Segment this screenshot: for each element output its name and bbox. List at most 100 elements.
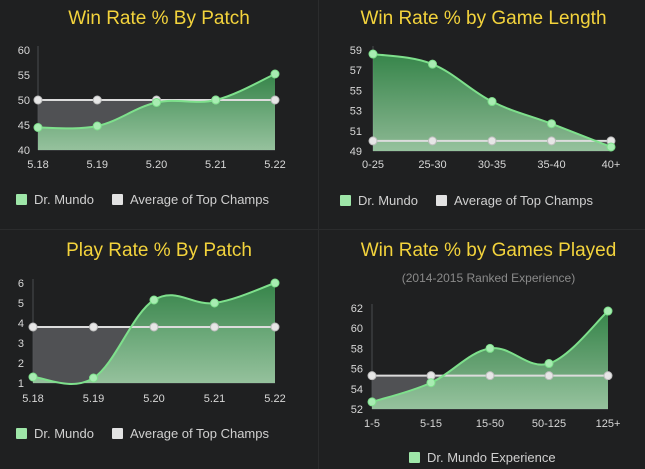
- x-tick-label: 5.22: [264, 159, 285, 171]
- legend-swatch-mundo-experience: [409, 452, 420, 463]
- data-point-mundo: [606, 142, 616, 152]
- y-tick-label: 59: [350, 45, 362, 57]
- data-point-mundo: [603, 306, 613, 316]
- x-tick-label: 5-15: [420, 418, 442, 430]
- data-point-mundo: [367, 397, 377, 407]
- x-tick-label: 25-30: [418, 159, 446, 171]
- data-point-mundo: [487, 97, 497, 107]
- legend-item-mundo[interactable]: Dr. Mundo: [16, 426, 94, 441]
- legend-swatch-average: [435, 195, 447, 206]
- x-tick-label: 30-35: [478, 159, 506, 171]
- data-point-mundo: [89, 373, 98, 383]
- data-point-average: [33, 95, 43, 105]
- x-tick-label: 35-40: [537, 159, 565, 171]
- x-tick-label: 0-25: [362, 159, 384, 171]
- legend-swatch-average: [111, 194, 123, 205]
- data-point-mundo: [270, 69, 280, 79]
- y-tick-label: 40: [18, 145, 30, 157]
- y-tick-label: 54: [351, 384, 363, 396]
- chart-title-win-rate-length: Win Rate % by Game Length: [360, 8, 607, 29]
- data-point-mundo: [547, 119, 556, 129]
- data-point-mundo: [92, 121, 102, 131]
- data-point-mundo: [544, 359, 554, 369]
- x-tick-label: 5.20: [143, 393, 164, 405]
- data-point-mundo: [149, 295, 159, 305]
- y-tick-label: 6: [18, 278, 24, 290]
- legend-win-rate-patch: Dr. Mundo Average of Top Champs: [16, 192, 287, 207]
- y-tick-label: 4: [18, 318, 24, 330]
- data-point-average: [428, 136, 437, 146]
- series-area-mundo: [33, 283, 275, 384]
- chart-wr_games: 52 54 56 58 60 62 1-5 5-15 15-50 50-125 125+: [351, 303, 621, 430]
- x-tick-label: 5.19: [83, 393, 104, 405]
- x-tick-label: 40+: [602, 159, 621, 171]
- chart-pr_patch: 1 2 3 4 5 6 5.18 5.19 5.20 5.21 5.22: [18, 278, 286, 405]
- data-point-mundo: [210, 298, 219, 308]
- x-tick-label: 5.20: [146, 159, 167, 171]
- legend-item-average[interactable]: Average of Top Champs: [435, 193, 593, 208]
- chart-title-play-rate-patch: Play Rate % By Patch: [66, 240, 252, 261]
- data-point-mundo: [428, 59, 437, 69]
- data-point-mundo: [368, 49, 378, 59]
- data-point-mundo: [426, 378, 436, 388]
- y-tick-label: 53: [350, 106, 362, 118]
- y-tick-label: 51: [350, 126, 362, 138]
- data-point-average: [367, 371, 377, 381]
- y-tick-label: 55: [18, 70, 30, 82]
- legend-swatch-mundo: [340, 195, 351, 206]
- y-tick-label: 56: [351, 364, 363, 376]
- series-area-mundo: [38, 74, 275, 150]
- data-point-average: [547, 136, 556, 146]
- vertical-divider: [318, 0, 319, 469]
- x-tick-label: 5.18: [22, 393, 43, 405]
- y-tick-label: 3: [18, 338, 24, 350]
- x-tick-label: 50-125: [532, 418, 566, 430]
- legend-item-mundo[interactable]: Dr. Mundo: [340, 193, 418, 208]
- y-tick-label: 57: [350, 65, 362, 77]
- data-point-mundo: [211, 95, 221, 105]
- legend-play-rate-patch: Dr. Mundo Average of Top Champs: [16, 426, 287, 441]
- data-point-average: [603, 371, 613, 381]
- legend-item-average[interactable]: Average of Top Champs: [111, 426, 269, 441]
- y-tick-label: 2: [18, 358, 24, 370]
- series-area-mundo: [372, 311, 608, 409]
- y-tick-label: 49: [350, 146, 362, 158]
- x-tick-label: 5.21: [205, 159, 226, 171]
- chart-title-win-rate-patch: Win Rate % By Patch: [68, 8, 250, 29]
- data-point-average: [487, 136, 497, 146]
- y-tick-label: 52: [351, 404, 363, 416]
- x-tick-label: 5.21: [204, 393, 225, 405]
- legend-win-rate-games: Dr. Mundo Experience: [409, 450, 574, 465]
- y-tick-label: 1: [18, 378, 24, 390]
- legend-item-mundo-experience[interactable]: Dr. Mundo Experience: [409, 450, 556, 465]
- chart-wr_length: 49 51 53 55 57 59 0-25 25-30 30-35 35-40 40+: [350, 45, 621, 171]
- data-point-average: [89, 322, 98, 332]
- data-point-mundo: [33, 123, 43, 132]
- data-point-average: [149, 322, 159, 332]
- y-tick-label: 55: [350, 85, 362, 97]
- horizontal-divider: [0, 229, 645, 230]
- data-point-mundo: [28, 372, 38, 382]
- y-tick-label: 50: [18, 95, 30, 107]
- y-tick-label: 60: [18, 45, 30, 57]
- data-point-average: [368, 136, 378, 146]
- x-tick-label: 15-50: [476, 418, 504, 430]
- legend-win-rate-length: Dr. Mundo Average of Top Champs: [340, 193, 611, 208]
- data-point-mundo: [485, 343, 495, 353]
- x-tick-label: 1-5: [364, 418, 380, 430]
- x-tick-label: 125+: [596, 418, 621, 430]
- data-point-average: [270, 95, 280, 105]
- legend-swatch-average: [111, 428, 123, 439]
- legend-item-mundo[interactable]: Dr. Mundo: [16, 192, 94, 207]
- y-tick-label: 45: [18, 120, 30, 132]
- data-point-average: [485, 371, 495, 381]
- y-tick-label: 62: [351, 303, 363, 315]
- data-point-mundo: [270, 278, 280, 288]
- data-point-average: [544, 371, 554, 381]
- data-point-average: [92, 95, 102, 105]
- legend-item-average[interactable]: Average of Top Champs: [111, 192, 269, 207]
- legend-swatch-mundo: [16, 194, 27, 205]
- chart-wr_patch: 40 45 50 55 60 5.18 5.19 5.20 5.21 5.22: [18, 45, 286, 171]
- chart-subtitle-win-rate-games: (2014-2015 Ranked Experience): [401, 271, 576, 285]
